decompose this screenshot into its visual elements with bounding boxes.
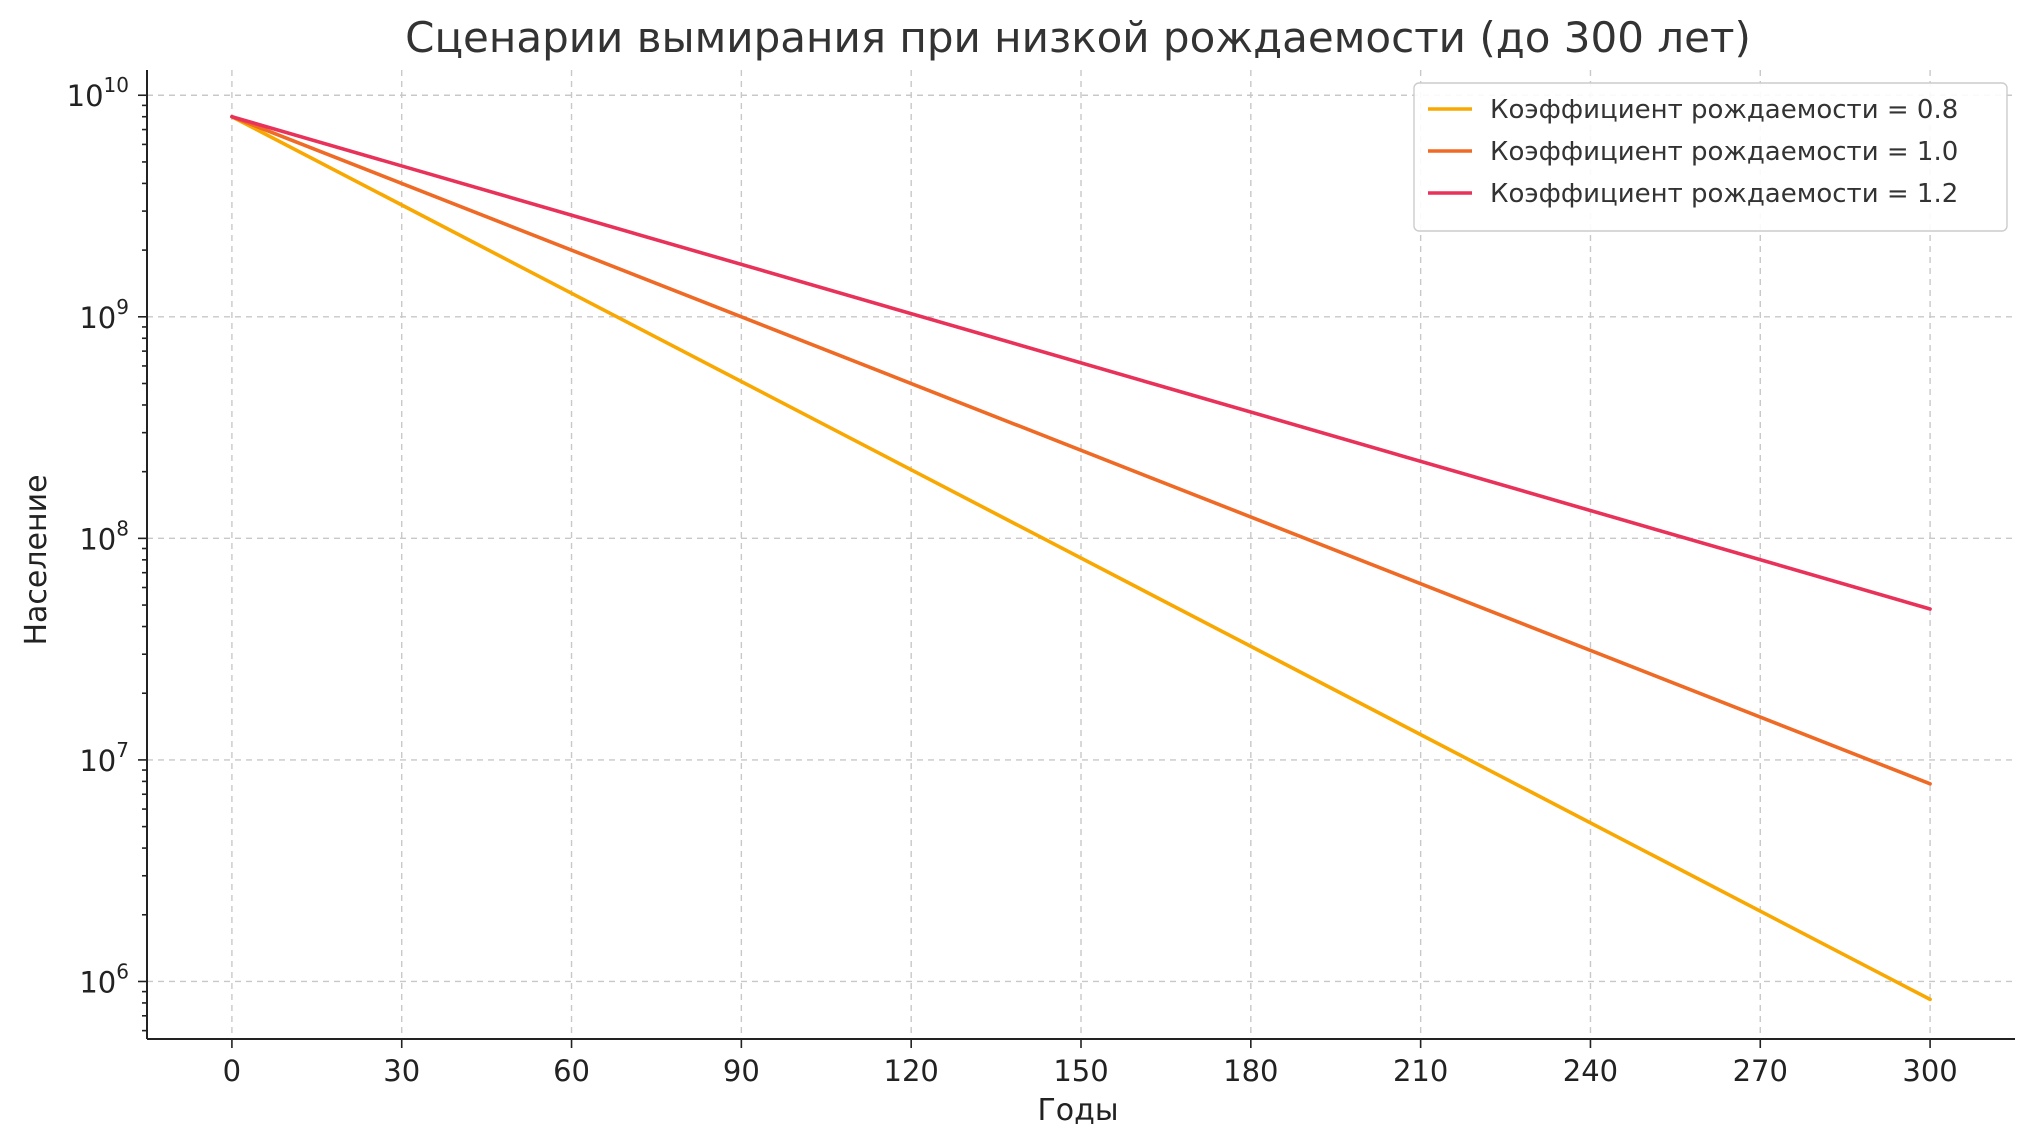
y-tick-label: 1010 [67,73,129,113]
y-tick-base: 10 [79,744,116,778]
series-lines [230,114,1932,1002]
y-tick-exponent: 9 [116,295,129,319]
x-tick-label: 30 [383,1054,420,1088]
y-tick-exponent: 10 [104,73,129,97]
chart-title: Сценарии вымирания при низкой рождаемост… [405,13,1751,62]
x-tick-label: 210 [1393,1054,1448,1088]
y-tick-exponent: 8 [116,516,129,540]
x-tick-label: 60 [553,1054,590,1088]
y-tick-base: 10 [67,79,104,113]
x-axis-label: Годы [1037,1093,1118,1128]
y-tick-label: 107 [79,738,129,778]
x-tick-label: 270 [1733,1054,1788,1088]
y-tick-label: 108 [79,516,129,556]
legend-box [1413,82,2008,232]
y-tick-base: 10 [79,965,116,999]
series-line-1 [230,114,1932,786]
x-tick-label: 0 [223,1054,241,1088]
series-line-0 [230,114,1932,1002]
x-tick-label: 120 [884,1054,939,1088]
x-tick-label: 150 [1053,1054,1108,1088]
series-line-2 [230,114,1932,611]
legend-label: Коэффициент рождаемости = 1.0 [1490,137,1958,167]
legend: Коэффициент рождаемости = 0.8 Коэффициент… [1413,82,2008,232]
x-tick-label: 180 [1223,1054,1278,1088]
y-tick-base: 10 [79,522,116,556]
x-tick-label: 240 [1563,1054,1618,1088]
legend-label: Коэффициент рождаемости = 0.8 [1490,95,1958,125]
y-tick-exponent: 6 [116,959,129,983]
x-tick-label: 300 [1902,1054,1957,1088]
legend-label: Коэффициент рождаемости = 1.2 [1490,179,1958,209]
y-tick-base: 10 [79,301,116,335]
axes: 0 30 60 90 120 150 180 210 240 270 300106107108109… [67,70,2015,1088]
y-tick-label: 109 [79,295,129,335]
y-axis-label: Население [19,474,54,645]
y-tick-exponent: 7 [116,738,129,762]
grid [147,70,2015,1039]
y-tick-label: 106 [79,959,129,999]
x-tick-label: 90 [723,1054,760,1088]
